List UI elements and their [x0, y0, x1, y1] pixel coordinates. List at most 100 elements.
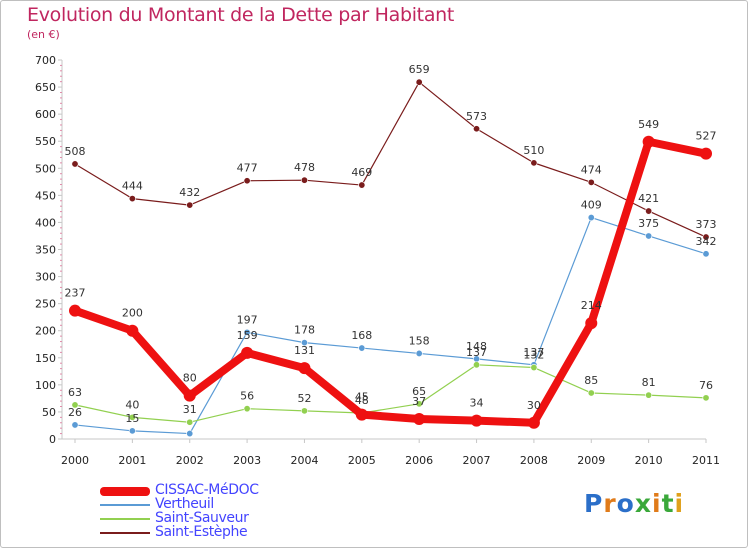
data-label: 474: [581, 163, 602, 176]
x-tick-label: 2009: [577, 454, 605, 467]
data-label: 444: [122, 180, 143, 193]
data-point: [587, 214, 595, 222]
y-tick-label: 300: [35, 271, 56, 284]
data-label: 85: [584, 374, 598, 387]
data-point: [645, 207, 653, 215]
data-point: [415, 78, 423, 86]
data-label: 30: [527, 399, 541, 412]
x-tick-label: 2005: [348, 454, 376, 467]
data-point: [186, 201, 194, 209]
x-tick-label: 2006: [405, 454, 433, 467]
legend-swatch: [100, 504, 150, 506]
data-label: 469: [351, 166, 372, 179]
data-point: [243, 177, 251, 185]
data-point: [298, 362, 311, 375]
legend-swatch: [100, 518, 150, 520]
data-point: [642, 135, 655, 148]
data-point: [300, 176, 308, 184]
legend-swatch: [100, 486, 150, 496]
logo-letter: t: [661, 489, 675, 518]
data-label: 52: [297, 392, 311, 405]
data-label: 375: [638, 217, 659, 230]
data-label: 342: [696, 235, 717, 248]
y-tick-label: 550: [35, 135, 56, 148]
data-point: [71, 401, 79, 409]
x-tick-label: 2008: [520, 454, 548, 467]
x-tick-label: 2007: [463, 454, 491, 467]
data-point: [186, 418, 194, 426]
data-point: [702, 250, 710, 258]
data-point: [530, 364, 538, 372]
data-point: [415, 349, 423, 357]
data-label: 197: [237, 313, 258, 326]
logo-letter: o: [616, 489, 635, 518]
data-point: [700, 147, 712, 160]
y-tick-label: 650: [35, 81, 56, 94]
y-tick-label: 350: [35, 244, 56, 257]
data-point: [243, 328, 251, 336]
data-label: 573: [466, 110, 487, 123]
data-point: [71, 421, 79, 429]
data-point: [300, 407, 308, 415]
data-point: [358, 344, 366, 352]
logo-letter: i: [674, 489, 685, 518]
data-point: [473, 125, 481, 133]
data-label: 34: [470, 397, 484, 410]
data-point: [183, 389, 196, 402]
y-tick-label: 100: [35, 379, 56, 392]
y-tick-label: 450: [35, 189, 56, 202]
x-tick-label: 2000: [61, 454, 89, 467]
y-tick-label: 500: [35, 162, 56, 175]
data-label: 527: [696, 130, 717, 143]
x-tick-label: 2010: [635, 454, 663, 467]
y-tick-label: 0: [49, 433, 56, 446]
y-tick-label: 400: [35, 216, 56, 229]
legend-swatch: [100, 532, 150, 534]
data-label: 76: [699, 379, 713, 392]
data-label: 510: [523, 144, 544, 157]
data-label: 659: [409, 63, 430, 76]
data-label: 40: [125, 398, 139, 411]
data-point: [243, 405, 251, 413]
data-point: [645, 232, 653, 240]
data-point: [128, 413, 136, 421]
data-label: 31: [183, 403, 197, 416]
data-point: [473, 361, 481, 369]
data-label: 478: [294, 161, 315, 174]
data-label: 477: [237, 162, 258, 175]
data-label: 409: [581, 199, 602, 212]
data-point: [128, 427, 136, 435]
y-tick-label: 700: [35, 54, 56, 67]
series-line-1: [74, 81, 707, 238]
data-label: 37: [412, 395, 426, 408]
x-tick-label: 2004: [290, 454, 318, 467]
data-label: 137: [466, 346, 487, 359]
data-point: [126, 324, 139, 337]
data-label: 159: [237, 329, 258, 342]
data-point: [186, 430, 194, 438]
data-label: 15: [125, 412, 139, 425]
x-tick-label: 2002: [176, 454, 204, 467]
data-point: [69, 304, 81, 317]
y-tick-label: 200: [35, 325, 56, 338]
data-label: 421: [638, 192, 659, 205]
data-label: 432: [179, 186, 200, 199]
y-tick-label: 600: [35, 108, 56, 121]
data-point: [128, 195, 136, 203]
data-point: [71, 160, 79, 168]
data-label: 200: [122, 307, 143, 320]
data-label: 80: [183, 372, 197, 385]
y-tick-label: 250: [35, 298, 56, 311]
proxiti-logo: Proxiti: [584, 489, 684, 518]
data-point: [587, 178, 595, 186]
legend-label: Saint-Estèphe: [155, 524, 248, 540]
data-point: [355, 408, 368, 421]
data-label: 373: [696, 218, 717, 231]
data-label: 56: [240, 390, 254, 403]
logo-letter: x: [634, 489, 652, 518]
data-point: [587, 389, 595, 397]
data-point: [702, 394, 710, 402]
